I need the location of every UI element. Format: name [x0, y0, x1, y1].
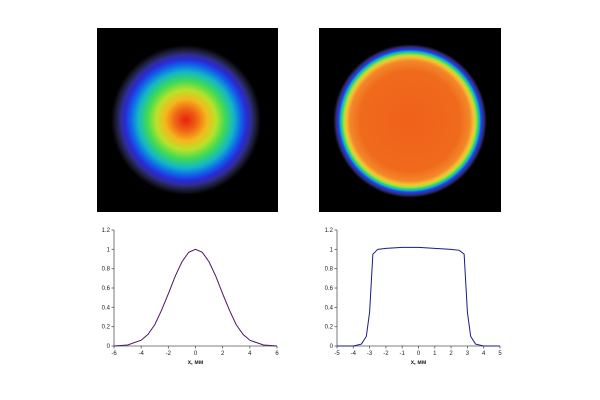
- x-tick-label: 0: [417, 351, 421, 357]
- y-tick-label: 0.4: [325, 305, 334, 311]
- y-tick-label: 0.6: [102, 286, 111, 292]
- y-tick-label: 0.2: [102, 325, 111, 331]
- x-tick-label: -3: [367, 351, 373, 357]
- x-tick-label: -2: [166, 351, 172, 357]
- x-tick-label: 5: [498, 351, 502, 357]
- x-tick-label: 0: [194, 351, 198, 357]
- y-tick-label: 0: [107, 344, 111, 350]
- x-tick-label: -4: [351, 351, 357, 357]
- x-tick-label: 2: [449, 351, 453, 357]
- x-tick-label: -5: [334, 351, 340, 357]
- series-line-1: [114, 249, 277, 346]
- series-line-0: [114, 249, 277, 346]
- y-tick-label: 0.6: [325, 286, 334, 292]
- x-tick-label: 2: [221, 351, 225, 357]
- x-axis-title: x, мм: [411, 360, 427, 366]
- series-line-0: [337, 247, 500, 346]
- y-tick-label: 0.8: [102, 267, 111, 273]
- x-axis-title: x, мм: [188, 360, 204, 366]
- y-tick-label: 0.4: [102, 305, 111, 311]
- x-tick-label: -4: [138, 351, 144, 357]
- x-tick-label: 4: [482, 351, 486, 357]
- y-tick-label: 1.2: [102, 228, 111, 234]
- x-tick-label: -2: [383, 351, 389, 357]
- x-tick-label: -6: [111, 351, 117, 357]
- beam-spot-flat-top: [333, 44, 487, 198]
- x-tick-label: -1: [400, 351, 406, 357]
- beam-spot-gaussian: [111, 45, 261, 195]
- beam-image-flat-top: [319, 28, 501, 212]
- x-tick-label: 1: [433, 351, 437, 357]
- beam-image-gaussian: [97, 28, 278, 212]
- y-tick-label: 1: [330, 247, 334, 253]
- x-tick-label: 4: [248, 351, 252, 357]
- y-tick-label: 0.8: [325, 267, 334, 273]
- y-tick-label: 1.2: [325, 228, 334, 234]
- y-tick-label: 0.2: [325, 325, 334, 331]
- profile-chart-gaussian: 0 0.2 0.4 0.6 0.8 1 1.2 -6 -4 -2 0 2 4 6 x, мм: [82, 220, 287, 375]
- x-tick-label: 6: [275, 351, 279, 357]
- x-tick-label: 3: [466, 351, 470, 357]
- y-tick-label: 0: [330, 344, 334, 350]
- y-tick-label: 1: [107, 247, 111, 253]
- profile-chart-flat-top: 0 0.2 0.4 0.6 0.8 1 1.2 -5 -4 -3 -2 -1 0 1 2 3 4 5 x, мм: [305, 220, 510, 375]
